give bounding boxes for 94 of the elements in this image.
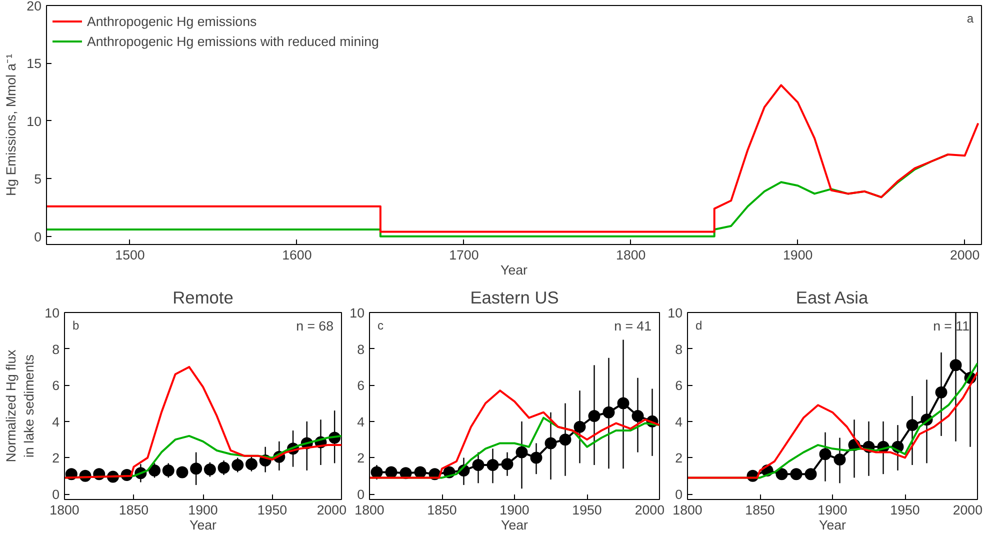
x-axis-title: Year (501, 518, 529, 532)
x-tick-label: 1900 (818, 502, 848, 518)
y-tick-label: 10 (350, 306, 365, 320)
y-tick-label: 0 (357, 487, 365, 502)
point (632, 410, 644, 422)
point (617, 397, 630, 410)
x-axis-title: Year (190, 518, 218, 532)
x-axis-title: Year (819, 518, 847, 532)
y-tick-label: 20 (26, 0, 42, 14)
x-tick-label: 1850 (745, 502, 775, 518)
x-tick-label: 1850 (427, 502, 457, 518)
point (544, 437, 557, 450)
annotation: n = 41 (614, 318, 652, 334)
annotation: c (378, 318, 384, 332)
point (790, 468, 802, 480)
x-tick-label: 2000 (952, 502, 983, 518)
chart-title: Eastern US (470, 288, 559, 308)
y-tick-label: 2 (357, 450, 365, 466)
y-tick-label: 15 (26, 56, 42, 72)
x-tick-label: 1900 (500, 502, 530, 518)
y-axis-title: Hg Emissions, Mmol a⁻¹ (4, 53, 19, 196)
x-tick-label: 1800 (672, 502, 702, 518)
x-tick-label: 1900 (188, 502, 218, 518)
x-tick-label: 1950 (890, 502, 920, 518)
x-tick-label: 2000 (950, 248, 980, 262)
point (385, 466, 398, 478)
legend-label: Anthropogenic Hg emissions with reduced mining (87, 34, 379, 48)
point (834, 454, 846, 466)
x-tick-label: 2000 (634, 502, 665, 518)
point (804, 468, 817, 480)
point (190, 462, 202, 475)
x-tick-label: 1950 (572, 502, 602, 518)
y-tick-label: 6 (675, 378, 683, 394)
point (148, 464, 161, 476)
y-tick-label: 2 (675, 450, 683, 466)
x-tick-label: 1500 (115, 248, 145, 262)
y-tick-label: 10 (668, 306, 683, 320)
y-tick-label: 0 (52, 487, 60, 502)
x-tick-label: 2000 (316, 502, 347, 518)
point (486, 459, 499, 471)
annotation: n = 68 (296, 318, 334, 334)
y-tick-label: 10 (26, 114, 42, 129)
y-axis-title: Normalized Hg flux in lake sediments (4, 349, 37, 462)
y-tick-label: 8 (675, 342, 683, 357)
x-tick-label: 1700 (449, 248, 479, 262)
y-tick-label: 0 (34, 229, 42, 244)
y-tick-label: 2 (52, 450, 60, 466)
point (232, 459, 244, 471)
annotation: b (72, 318, 80, 332)
line-series (46, 84, 980, 233)
point (819, 448, 832, 460)
point (370, 466, 383, 478)
chart-title: Remote (172, 288, 234, 308)
point (176, 466, 188, 478)
y-tick-label: 10 (44, 306, 60, 320)
y-tick-label: 5 (34, 172, 42, 187)
point (906, 419, 918, 432)
annotation: n = 11 (933, 318, 970, 334)
point (935, 386, 948, 398)
point (501, 458, 514, 470)
chart-title: East Asia (796, 288, 869, 308)
annotation: a (966, 12, 974, 26)
y-tick-label: 6 (357, 378, 365, 394)
point (602, 406, 615, 418)
point (559, 434, 572, 446)
y-tick-label: 8 (357, 342, 365, 357)
x-axis-title: Year (500, 262, 528, 278)
x-tick-label: 1900 (783, 248, 813, 262)
y-tick-label: 6 (52, 378, 60, 394)
point (530, 452, 542, 464)
point (245, 458, 258, 470)
point (588, 410, 600, 422)
point (516, 446, 528, 458)
point (950, 359, 962, 372)
y-tick-label: 0 (675, 487, 683, 502)
x-tick-label: 1600 (282, 248, 312, 262)
y-tick-label: 4 (675, 414, 684, 430)
point (574, 420, 586, 433)
annotation: d (696, 318, 702, 332)
point (776, 468, 788, 480)
x-tick-label: 1800 (354, 502, 384, 518)
point (414, 466, 426, 478)
x-tick-label: 1800 (616, 248, 646, 262)
legend-label: Anthropogenic Hg emissions (87, 14, 257, 28)
x-tick-label: 1950 (257, 502, 288, 518)
y-tick-label: 4 (52, 414, 60, 430)
point (218, 462, 230, 474)
x-tick-label: 1850 (118, 502, 149, 518)
point (472, 459, 484, 471)
y-tick-label: 8 (52, 342, 60, 357)
y-tick-label: 4 (357, 414, 366, 430)
point (162, 464, 174, 476)
point (204, 464, 216, 476)
x-tick-label: 1800 (50, 502, 80, 518)
